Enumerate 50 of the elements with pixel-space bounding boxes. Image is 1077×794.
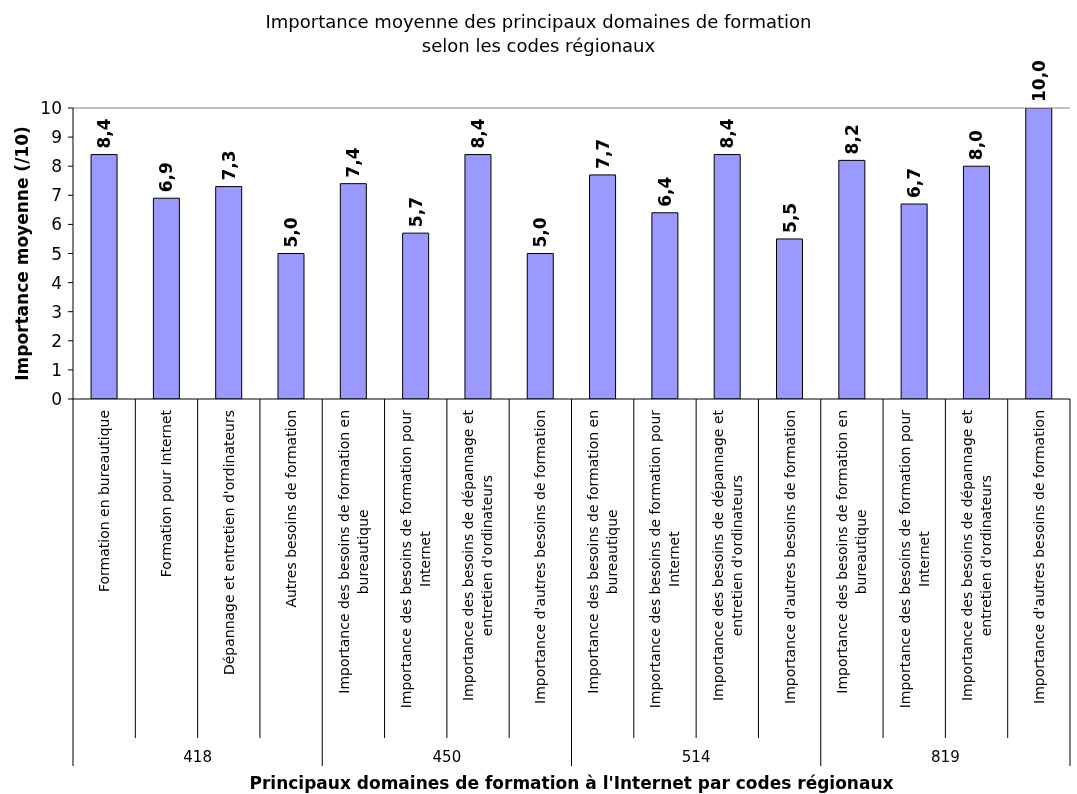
data-label: 7,4 <box>343 147 364 178</box>
text: 450 <box>432 748 462 766</box>
y-tick-label: 8 <box>51 156 62 177</box>
y-tick-label: 6 <box>51 214 62 235</box>
data-label: 8,0 <box>966 129 987 161</box>
data-label: 5,7 <box>405 197 426 228</box>
data-label: 8,4 <box>467 118 488 149</box>
y-tick-label: 3 <box>51 301 62 322</box>
data-label: 8,4 <box>94 118 115 149</box>
y-tick-label: 5 <box>51 243 62 264</box>
x-axis-title: Principaux domaines de formation à l'Internet par codes régionaux <box>249 773 894 793</box>
data-label: 5,0 <box>281 217 302 248</box>
x-tick-label: Dépannage et entretien d'ordinateurs <box>220 410 237 676</box>
data-label: 8,4 <box>717 118 738 149</box>
text: 418 <box>183 748 212 766</box>
y-tick-label: 2 <box>51 330 62 351</box>
data-label: 8,2 <box>841 124 862 155</box>
text: 819 <box>931 748 960 766</box>
y-tick-label: 4 <box>51 272 62 293</box>
x-tick-label: Formation en bureautique <box>96 410 113 593</box>
x-tick-label: Importance des besoins de formation pour Internet <box>647 409 683 709</box>
text: 514 <box>681 748 711 766</box>
x-tick-label: Importance des besoins de formation en bureautique <box>834 410 870 694</box>
data-label: 7,3 <box>218 150 239 181</box>
x-tick-label: Importance d'autres besoins de formation <box>532 410 549 705</box>
x-tick-label: Importance des besoins de dépannage et entretien d'ordinateurs <box>460 409 496 702</box>
x-tick-label: Importance des besoins de formation pour Internet <box>896 409 932 709</box>
data-label: 6,9 <box>156 162 177 193</box>
x-tick-label: Importance des besoins de dépannage et entretien d'ordinateurs <box>709 409 745 702</box>
x-tick-label: Formation pour Internet <box>158 409 175 578</box>
y-tick-label: 10 <box>40 98 62 119</box>
x-tick-label: Importance d'autres besoins de formation <box>781 410 798 705</box>
data-label: 6,7 <box>904 167 925 199</box>
x-tick-label: Importance des besoins de formation en bureautique <box>335 410 371 694</box>
data-label: 6,4 <box>654 176 675 207</box>
y-tick-label: 7 <box>51 185 62 206</box>
y-axis-title: Importance moyenne (/10) <box>12 126 32 381</box>
y-tick-label: 1 <box>51 359 62 380</box>
x-tick-label: Importance des besoins de formation pour Internet <box>398 409 434 709</box>
chart-title: Importance moyenne des principaux domaines de formation selon les codes régionaux <box>265 11 812 57</box>
data-label: 5,5 <box>779 202 800 233</box>
data-label: 7,7 <box>592 138 613 169</box>
data-label: 5,0 <box>530 217 551 248</box>
y-tick-label: 0 <box>51 389 62 410</box>
data-label: 10,0 <box>1028 59 1049 102</box>
y-tick-label: 9 <box>51 127 62 148</box>
x-tick-label: Importance d'autres besoins de formation <box>1030 410 1047 705</box>
x-tick-label: Autres besoins de formation <box>282 410 299 608</box>
x-tick-label: Importance des besoins de dépannage et entretien d'ordinateurs <box>958 409 994 702</box>
x-tick-label: Importance des besoins de formation en bureautique <box>585 410 621 694</box>
